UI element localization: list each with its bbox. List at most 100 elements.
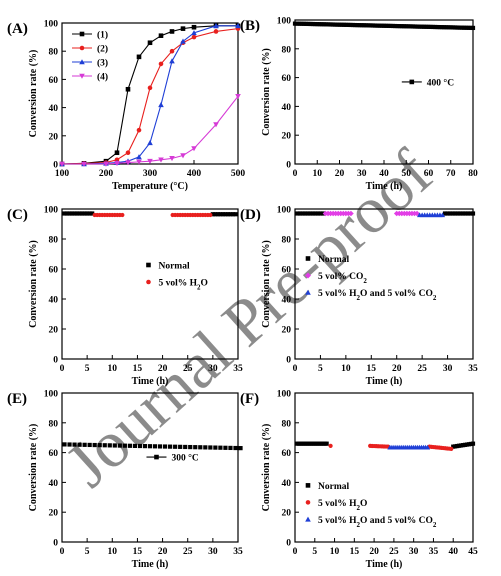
- data-point: [379, 23, 384, 28]
- legend-label: (1): [97, 30, 108, 41]
- data-point: [364, 23, 369, 28]
- x-tick-label: 15: [133, 364, 143, 374]
- y-tick-label: 100: [44, 20, 59, 30]
- data-point: [348, 22, 353, 28]
- legend-item: (1): [72, 30, 108, 41]
- data-point: [127, 443, 132, 448]
- data-point: [319, 22, 324, 27]
- y-tick-label: 80: [49, 419, 59, 429]
- legend-item: Normal: [305, 482, 349, 492]
- data-point: [462, 25, 467, 30]
- x-tick-label: 5: [85, 547, 90, 557]
- data-point: [64, 211, 70, 216]
- y-tick-label: 20: [49, 509, 59, 519]
- legend-marker: [154, 454, 159, 460]
- y-axis-title: Conversion rate (%): [261, 424, 272, 512]
- series-1: [292, 21, 476, 31]
- data-point: [297, 211, 303, 216]
- y-tick-label: 40: [49, 104, 59, 114]
- data-point: [80, 211, 85, 216]
- data-point: [453, 211, 458, 216]
- series-2: [328, 443, 454, 451]
- y-tick-label: 40: [282, 479, 292, 489]
- data-point: [152, 444, 158, 449]
- data-point: [386, 23, 391, 28]
- data-point: [306, 21, 311, 27]
- data-point: [435, 24, 440, 30]
- data-point: [361, 23, 367, 28]
- data-point: [218, 212, 223, 217]
- data-point: [59, 161, 65, 167]
- chart-panel-a: (A) 100 200 300 400 500 0 20 40 60 80 100 Temperatur…: [7, 20, 245, 193]
- data-point: [393, 23, 398, 29]
- series-line: [62, 95, 239, 165]
- data-point: [213, 122, 219, 128]
- legend-marker: [305, 256, 311, 261]
- x-tick-label: 35: [233, 547, 243, 557]
- legend-label: 5 vol% H2O and 5 vol% CO2: [318, 516, 437, 529]
- data-point: [368, 23, 373, 28]
- series-2: [92, 212, 213, 218]
- plot-frame: [294, 392, 474, 543]
- legend: (1) (2) (3) (4): [72, 30, 108, 83]
- data-point: [82, 442, 87, 447]
- data-point: [117, 443, 122, 448]
- data-point: [439, 212, 446, 218]
- data-point: [381, 23, 387, 28]
- x-tick-label: 15: [133, 547, 143, 557]
- data-point: [470, 25, 476, 31]
- y-tick-label: 80: [282, 236, 292, 246]
- chart-panel-d: (D) 0 5 10 15 20 25 30 35 0 20 40 60 80 100 Time (h) Con…: [240, 206, 478, 388]
- data-point: [178, 444, 183, 449]
- data-point: [348, 210, 354, 217]
- data-point: [424, 24, 429, 29]
- x-tick-label: 25: [417, 364, 427, 374]
- chart-panel-f: (F) 0 5 10 15 20 25 30 35 40 45 0 20 40 60 80 100 Time (h…: [240, 390, 478, 571]
- data-point: [442, 211, 448, 216]
- y-tick-label: 20: [49, 326, 59, 336]
- data-point: [459, 25, 464, 30]
- x-tick-label: 25: [183, 364, 193, 374]
- data-point: [223, 212, 228, 217]
- data-point: [198, 445, 203, 450]
- data-point: [308, 21, 313, 27]
- data-point: [157, 444, 163, 449]
- data-point: [188, 444, 193, 450]
- legend-label: Normal: [158, 262, 189, 272]
- data-point: [346, 22, 351, 27]
- data-point: [304, 21, 309, 26]
- y-tick-label: 20: [49, 132, 59, 142]
- data-point: [120, 212, 125, 218]
- legend-marker: [79, 59, 85, 65]
- x-tick-label: 35: [233, 364, 243, 374]
- x-tick-label: 10: [108, 547, 118, 557]
- data-point: [158, 101, 164, 108]
- x-tick-label: 80: [468, 169, 478, 179]
- x-tick-label: 400: [187, 169, 202, 179]
- y-tick-label: 40: [49, 296, 59, 306]
- data-point: [415, 24, 420, 29]
- data-point: [401, 24, 407, 29]
- y-tick-label: 60: [49, 266, 59, 276]
- plot-frame: [294, 208, 474, 360]
- data-point: [449, 446, 454, 451]
- y-tick-label: 0: [286, 539, 291, 549]
- data-point: [350, 22, 355, 28]
- legend-item: 5 vol% H2O: [305, 499, 367, 512]
- series-4: [59, 94, 241, 167]
- data-point: [235, 94, 241, 100]
- series-1: [295, 211, 476, 216]
- data-point: [315, 211, 320, 216]
- series-1: [62, 211, 238, 217]
- data-point: [87, 211, 92, 216]
- x-axis-title: Time (h): [366, 181, 403, 192]
- legend-marker: [305, 289, 311, 295]
- legend-item: (2): [72, 44, 108, 55]
- data-point: [228, 445, 233, 451]
- data-point: [328, 443, 333, 448]
- data-point: [62, 442, 67, 447]
- data-point: [437, 25, 442, 30]
- data-point: [72, 211, 77, 216]
- data-point: [388, 23, 393, 29]
- x-axis-title: Time (h): [132, 559, 169, 570]
